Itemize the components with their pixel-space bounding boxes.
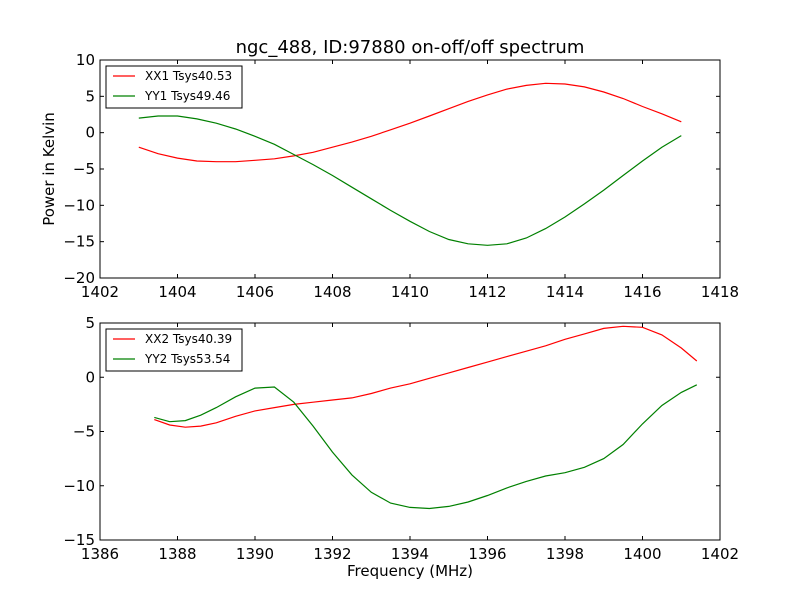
- legend-label-xx2: XX2 Tsys40.39: [145, 332, 232, 346]
- bottom-legend: XX2 Tsys40.39 YY2 Tsys53.54: [105, 328, 243, 372]
- bottom-x-tick-label: 1402: [701, 545, 739, 563]
- top-x-tick-label: 1404: [158, 283, 196, 301]
- top-x-tick-label: 1408: [313, 283, 351, 301]
- bottom-legend-box: [105, 328, 243, 372]
- bottom-x-tick-label: 1392: [313, 545, 351, 563]
- bottom-x-tick-label: 1396: [468, 545, 506, 563]
- legend-label-xx1: XX1 Tsys40.53: [145, 69, 232, 83]
- top-y-tick-label: −10: [63, 196, 95, 214]
- top-x-tick-label: 1416: [623, 283, 661, 301]
- bottom-y-tick-label: −5: [73, 423, 95, 441]
- chart-title: ngc_488, ID:97880 on-off/off spectrum: [236, 37, 585, 58]
- bottom-y-tick-label: −15: [63, 531, 95, 549]
- legend-label-yy2: YY2 Tsys53.54: [144, 352, 230, 366]
- top-x-tick-label: 1406: [236, 283, 274, 301]
- top-x-tick-label: 1414: [546, 283, 584, 301]
- bottom-y-tick-label: 5: [85, 314, 95, 332]
- bottom-y-tick-label: 0: [85, 368, 95, 386]
- y-axis-label: Power in Kelvin: [40, 112, 58, 226]
- top-axis-ticks: 1402 1404 1406 1408 1410 1412 1414 1416 1418 −20 −…: [63, 51, 739, 301]
- top-y-tick-label: 0: [85, 124, 95, 142]
- top-y-tick-label: 10: [76, 51, 95, 69]
- top-legend-box: [105, 65, 243, 109]
- bottom-x-tick-label: 1394: [391, 545, 429, 563]
- series-line-yy2-tsys53-54: [154, 384, 698, 510]
- bottom-x-tick-label: 1400: [623, 545, 661, 563]
- x-axis-label: Frequency (MHz): [347, 562, 473, 580]
- bottom-y-tick-label: −10: [63, 477, 95, 495]
- top-subplot: ngc_488, ID:97880 on-off/off spectrum Po…: [40, 37, 739, 301]
- bottom-x-tick-label: 1388: [158, 545, 196, 563]
- top-legend: XX1 Tsys40.53 YY1 Tsys49.46: [105, 65, 243, 109]
- bottom-x-tick-label: 1398: [546, 545, 584, 563]
- bottom-plot-frame: [99, 322, 721, 541]
- top-x-tick-label: 1410: [391, 283, 429, 301]
- bottom-series-lines: [154, 325, 698, 510]
- legend-label-yy1: YY1 Tsys49.46: [144, 89, 230, 103]
- top-series-lines: [138, 82, 682, 246]
- bottom-subplot: Frequency (MHz) 1386 1388 1390 1392 1394 1396…: [63, 314, 739, 580]
- top-y-tick-label: 5: [85, 87, 95, 105]
- bottom-x-tick-label: 1390: [236, 545, 274, 563]
- top-x-tick-label: 1402: [81, 283, 119, 301]
- bottom-axis-ticks: 1386 1388 1390 1392 1394 1396 1398 1400 1402 −15 −…: [63, 314, 739, 563]
- top-x-tick-label: 1418: [701, 283, 739, 301]
- bottom-x-tick-label: 1386: [81, 545, 119, 563]
- series-line-yy1-tsys49-46: [138, 115, 682, 246]
- series-line-xx1-tsys40-53: [138, 82, 682, 163]
- top-y-tick-label: −20: [63, 269, 95, 287]
- series-line-xx2-tsys40-39: [154, 325, 698, 428]
- top-y-tick-label: −15: [63, 233, 95, 251]
- top-plot-frame: [99, 59, 721, 279]
- top-x-tick-label: 1412: [468, 283, 506, 301]
- top-y-tick-label: −5: [73, 160, 95, 178]
